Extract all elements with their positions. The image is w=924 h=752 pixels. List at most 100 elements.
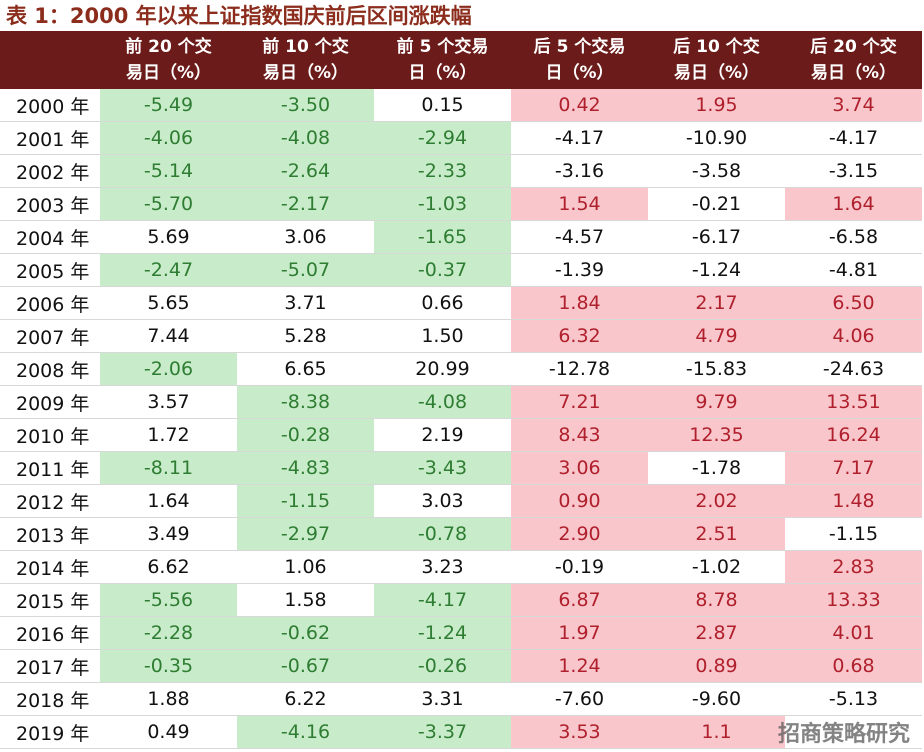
year-cell: 2011 年: [0, 451, 100, 485]
value-cell: -1.03: [374, 187, 511, 221]
value-cell: 6.87: [511, 583, 648, 617]
value-cell: 3.53: [511, 715, 648, 749]
header-cell: 后 5 个交易日（%）: [533, 37, 626, 83]
year-cell: 2017 年: [0, 649, 100, 683]
value-cell: -3.37: [374, 715, 511, 749]
empty-cell: [785, 715, 922, 749]
value-cell: -3.43: [374, 451, 511, 485]
value-cell: 1.50: [374, 319, 511, 353]
value-cell: -0.19: [511, 550, 648, 584]
data-table: 前 20 个交易日（%） 前 10 个交易日（%） 前 5 个交易日（%） 后 5 个…: [0, 31, 922, 749]
value-cell: 0.66: [374, 286, 511, 320]
value-cell: 1.72: [100, 418, 237, 452]
table-body: 2000 年 -5.49 -3.50 0.15 0.42 1.95 3.74 2001 年 -4…: [0, 89, 922, 749]
value-cell: 2.90: [511, 517, 648, 551]
year-cell: 2007 年: [0, 319, 100, 353]
table-row: 2019 年 0.49 -4.16 -3.37 3.53 1.1: [0, 715, 922, 749]
value-cell: 7.44: [100, 319, 237, 353]
value-cell: -4.08: [374, 385, 511, 419]
value-cell: -5.70: [100, 187, 237, 221]
value-cell: 16.24: [785, 418, 922, 452]
value-cell: 20.99: [374, 352, 511, 386]
value-cell: -12.78: [511, 352, 648, 386]
value-cell: -4.16: [237, 715, 374, 749]
value-cell: -6.58: [785, 220, 922, 254]
table-row: 2002 年 -5.14 -2.64 -2.33 -3.16 -3.58 -3.15: [0, 154, 922, 188]
value-cell: -1.78: [648, 451, 785, 485]
value-cell: -3.58: [648, 154, 785, 188]
value-cell: -1.39: [511, 253, 648, 287]
value-cell: 0.68: [785, 649, 922, 683]
value-cell: -8.38: [237, 385, 374, 419]
year-cell: 2012 年: [0, 484, 100, 518]
value-cell: 2.83: [785, 550, 922, 584]
value-cell: -6.17: [648, 220, 785, 254]
value-cell: 1.24: [511, 649, 648, 683]
table-row: 2011 年 -8.11 -4.83 -3.43 3.06 -1.78 7.17: [0, 451, 922, 485]
table-row: 2005 年 -2.47 -5.07 -0.37 -1.39 -1.24 -4.81: [0, 253, 922, 287]
value-cell: -3.50: [237, 89, 374, 122]
value-cell: 3.23: [374, 550, 511, 584]
year-cell: 2013 年: [0, 517, 100, 551]
value-cell: 3.03: [374, 484, 511, 518]
table-row: 2010 年 1.72 -0.28 2.19 8.43 12.35 16.24: [0, 418, 922, 452]
value-cell: -2.94: [374, 121, 511, 155]
table-row: 2018 年 1.88 6.22 3.31 -7.60 -9.60 -5.13: [0, 682, 922, 716]
header-cell: 后 10 个交易日（%）: [673, 37, 760, 83]
value-cell: 1.54: [511, 187, 648, 221]
value-cell: 8.43: [511, 418, 648, 452]
value-cell: -0.35: [100, 649, 237, 683]
value-cell: -24.63: [785, 352, 922, 386]
value-cell: 1.1: [648, 715, 785, 749]
value-cell: 1.64: [785, 187, 922, 221]
value-cell: 6.62: [100, 550, 237, 584]
year-cell: 2015 年: [0, 583, 100, 617]
value-cell: 2.17: [648, 286, 785, 320]
year-cell: 2002 年: [0, 154, 100, 188]
value-cell: -0.62: [237, 616, 374, 650]
header-cell: 前 20 个交易日（%）: [125, 37, 212, 83]
value-cell: 1.84: [511, 286, 648, 320]
table-row: 2008 年 -2.06 6.65 20.99 -12.78 -15.83 -24.63: [0, 352, 922, 386]
value-cell: -2.33: [374, 154, 511, 188]
value-cell: 1.64: [100, 484, 237, 518]
value-cell: -4.57: [511, 220, 648, 254]
value-cell: -1.15: [785, 517, 922, 551]
value-cell: 5.28: [237, 319, 374, 353]
table-row: 2013 年 3.49 -2.97 -0.78 2.90 2.51 -1.15: [0, 517, 922, 551]
value-cell: -0.21: [648, 187, 785, 221]
year-cell: 2016 年: [0, 616, 100, 650]
table-row: 2004 年 5.69 3.06 -1.65 -4.57 -6.17 -6.58: [0, 220, 922, 254]
value-cell: 3.71: [237, 286, 374, 320]
value-cell: 3.31: [374, 682, 511, 716]
value-cell: -3.15: [785, 154, 922, 188]
header-cell: 前 5 个交易日（%）: [396, 37, 489, 83]
value-cell: 1.95: [648, 89, 785, 122]
value-cell: 1.58: [237, 583, 374, 617]
value-cell: 3.57: [100, 385, 237, 419]
value-cell: -8.11: [100, 451, 237, 485]
year-cell: 2004 年: [0, 220, 100, 254]
value-cell: 6.65: [237, 352, 374, 386]
value-cell: 3.49: [100, 517, 237, 551]
value-cell: -5.14: [100, 154, 237, 188]
value-cell: 7.21: [511, 385, 648, 419]
value-cell: -0.26: [374, 649, 511, 683]
value-cell: -9.60: [648, 682, 785, 716]
value-cell: 0.42: [511, 89, 648, 122]
table-row: 2009 年 3.57 -8.38 -4.08 7.21 9.79 13.51: [0, 385, 922, 419]
value-cell: -5.49: [100, 89, 237, 122]
value-cell: -1.24: [374, 616, 511, 650]
value-cell: 13.33: [785, 583, 922, 617]
value-cell: -4.81: [785, 253, 922, 287]
value-cell: -3.16: [511, 154, 648, 188]
table-title: 表 1：2000 年以来上证指数国庆前后区间涨跌幅: [6, 4, 472, 28]
value-cell: 8.78: [648, 583, 785, 617]
value-cell: -2.28: [100, 616, 237, 650]
value-cell: -0.78: [374, 517, 511, 551]
value-cell: -1.24: [648, 253, 785, 287]
value-cell: 4.06: [785, 319, 922, 353]
value-cell: 7.17: [785, 451, 922, 485]
value-cell: -4.08: [237, 121, 374, 155]
value-cell: 2.02: [648, 484, 785, 518]
